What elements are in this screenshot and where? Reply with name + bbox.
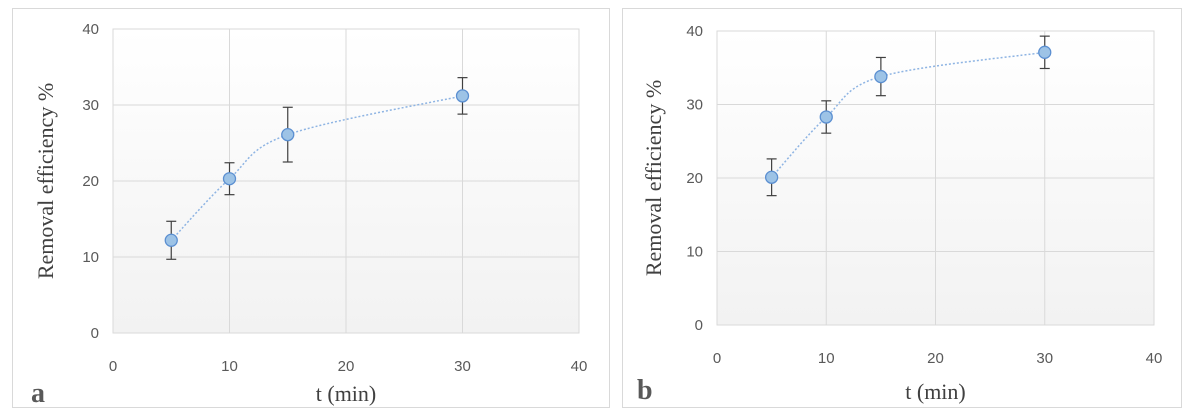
panel-label: b (637, 375, 653, 406)
x-axis-title: t (min) (905, 379, 966, 404)
x-tick-label: 20 (338, 358, 355, 375)
y-tick-label: 10 (686, 244, 703, 261)
x-tick-label: 0 (109, 358, 117, 375)
x-tick-label: 20 (927, 350, 944, 367)
data-point (222, 172, 237, 186)
y-axis-title: Removal efficiency % (33, 83, 58, 279)
y-tick-label: 30 (686, 97, 703, 114)
y-tick-label: 40 (82, 21, 99, 38)
y-tick-label: 0 (91, 325, 99, 342)
x-tick-label: 30 (1036, 350, 1053, 367)
chart-a-svg: 0 10 20 30 40 0 10 20 30 40 t (min) Removal efficie… (31, 21, 588, 409)
data-point (764, 170, 779, 184)
y-tick-label: 10 (82, 249, 99, 266)
chart-panel-b: 0 10 20 30 40 0 10 20 30 40 t (min) Removal efficie… (622, 8, 1182, 408)
y-tick-label: 40 (686, 23, 703, 40)
chart-panel-a: 0 10 20 30 40 0 10 20 30 40 t (min) Removal efficie… (12, 8, 610, 409)
x-tick-label: 10 (818, 350, 835, 367)
data-point (455, 89, 470, 103)
y-tick-label: 30 (82, 97, 99, 114)
data-point (281, 127, 295, 142)
y-tick-label: 20 (686, 170, 703, 187)
x-tick-label: 10 (221, 358, 238, 375)
panel-label: a (31, 378, 45, 409)
data-point (874, 69, 888, 84)
y-tick-label: 20 (82, 173, 99, 190)
x-tick-label: 40 (1146, 350, 1163, 367)
data-point (1038, 45, 1052, 59)
x-axis-title: t (min) (316, 381, 377, 406)
x-tick-label: 30 (454, 358, 471, 375)
x-tick-label: 40 (571, 358, 588, 375)
y-tick-label: 0 (695, 317, 703, 334)
chart-b-svg: 0 10 20 30 40 0 10 20 30 40 t (min) Removal efficie… (637, 23, 1163, 406)
x-tick-label: 0 (713, 350, 721, 367)
y-axis-title: Removal efficiency % (641, 80, 666, 276)
series-line (170, 95, 463, 241)
data-point (819, 110, 833, 124)
data-point (164, 233, 178, 247)
